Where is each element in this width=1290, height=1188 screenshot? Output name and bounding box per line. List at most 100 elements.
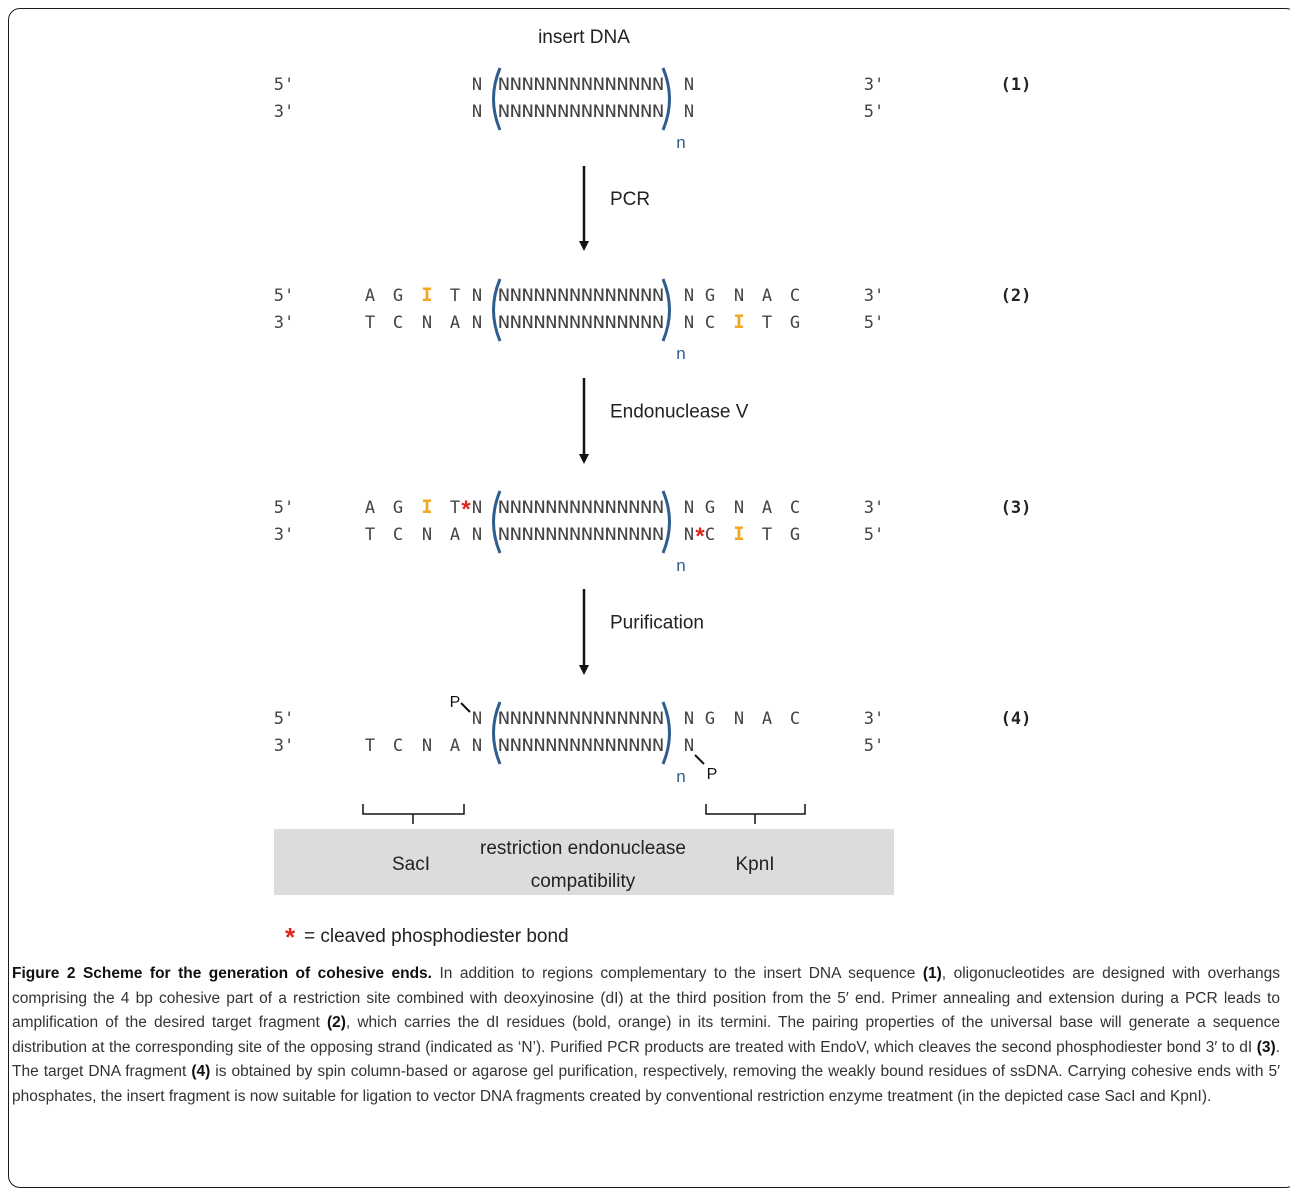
compatibility-box-bg (274, 829, 894, 895)
overhang-base: G (705, 709, 715, 729)
overhang-base: N (734, 498, 744, 518)
three-prime-top: 3' (864, 498, 884, 518)
overhang-base: G (393, 286, 403, 306)
left-bracket (492, 67, 502, 131)
flank-base: N (684, 525, 694, 545)
left-bracket (492, 701, 502, 765)
compatibility-line1: restriction endonuclease (480, 838, 686, 859)
phosphate-label: P (450, 694, 461, 711)
flank-base: N (472, 313, 482, 333)
caption-ref-1: (1) (922, 965, 942, 982)
caption-text-3: , which carries the dI residues (bold, o… (12, 1014, 1280, 1056)
overhang-base: C (393, 313, 403, 333)
flank-base: N (472, 525, 482, 545)
right-bracket (661, 67, 671, 131)
insert-core: NNNNNNNNNNNNNN (498, 102, 664, 122)
overhang-base: G (705, 498, 715, 518)
inosine-base: I (733, 311, 744, 333)
phosphate-bond (694, 754, 705, 765)
three-prime-bottom: 3' (274, 525, 294, 545)
step-arrow-2: Endonuclease V (579, 378, 749, 464)
caption-ref-4: (4) (191, 1063, 211, 1081)
five-prime-bottom: 5' (864, 102, 884, 122)
stage-2: 5'3'3'5'(2)A G I T N NNNNNNNNNNNNNN N G N A CT C N A N… (274, 278, 1031, 363)
repeat-subscript: n (676, 556, 685, 575)
insert-core: NNNNNNNNNNNNNN (498, 709, 664, 729)
five-prime-bottom: 5' (864, 736, 884, 756)
insert-core: NNNNNNNNNNNNNN (498, 525, 664, 545)
overhang-base: C (790, 498, 800, 518)
overhang-base: G (393, 498, 403, 518)
overhang-base: C (705, 313, 715, 333)
flank-base: N (472, 75, 482, 95)
five-prime-bottom: 5' (864, 313, 884, 333)
three-prime-bottom: 3' (274, 313, 294, 333)
overhang-base: N (422, 313, 432, 333)
flank-base: N (472, 709, 482, 729)
saci-label: SacI (392, 854, 430, 875)
insert-core: NNNNNNNNNNNNNN (498, 286, 664, 306)
five-prime-top: 5' (274, 498, 294, 518)
flank-base: N (684, 736, 694, 756)
flank-base: N (684, 498, 694, 518)
compatibility-box: SacI restriction endonuclease compatibil… (274, 829, 894, 895)
flank-base: N (684, 709, 694, 729)
phosphate-bond (460, 702, 471, 713)
kpni-label: KpnI (735, 854, 774, 875)
step-label: PCR (610, 189, 650, 210)
insert-core: NNNNNNNNNNNNNN (498, 498, 664, 518)
phosphate-label: P (707, 766, 718, 783)
overhang-base: C (790, 286, 800, 306)
overhang-base: N (422, 736, 432, 756)
overhang-base: T (365, 313, 375, 333)
stage-label: (1) (1001, 75, 1032, 95)
repeat-subscript: n (676, 133, 685, 152)
caption-ref-2: (2) (326, 1014, 346, 1032)
overhang-base: N (422, 525, 432, 545)
overhang-base: T (450, 498, 460, 518)
overhang-base: A (450, 313, 460, 333)
inosine-base: I (421, 496, 432, 518)
stage-label: (3) (1001, 498, 1032, 518)
inosine-base: I (421, 284, 432, 306)
saci-brace (362, 804, 465, 824)
overhang-base: C (393, 525, 403, 545)
right-bracket (661, 701, 671, 765)
three-prime-top: 3' (864, 709, 884, 729)
overhang-base: A (450, 525, 460, 545)
step-arrow-3: Purification (579, 589, 704, 675)
flank-base: N (472, 736, 482, 756)
stage-label: (4) (1001, 709, 1032, 729)
overhang-base: G (790, 313, 800, 333)
right-bracket (661, 490, 671, 554)
legend: * = cleaved phosphodiester bond (285, 922, 569, 952)
legend-asterisk: * (285, 922, 296, 952)
overhang-base: A (365, 286, 375, 306)
overhang-base: N (734, 709, 744, 729)
overhang-base: T (365, 736, 375, 756)
three-prime-top: 3' (864, 286, 884, 306)
repeat-subscript: n (676, 344, 685, 363)
stage-1: 5'3'3'5'(1)N NNNNNNNNNNNNNN NN NNNNNNNNNNNN… (274, 67, 1032, 152)
flank-base: N (684, 102, 694, 122)
right-bracket (661, 278, 671, 342)
three-prime-bottom: 3' (274, 102, 294, 122)
caption-text-1: In addition to regions complementary to … (431, 965, 923, 982)
overhang-base: C (790, 709, 800, 729)
flank-base: N (472, 286, 482, 306)
insert-dna-label: insert DNA (538, 27, 630, 48)
five-prime-top: 5' (274, 75, 294, 95)
five-prime-top: 5' (274, 709, 294, 729)
arrows-layer: PCR Endonuclease V Purification (579, 166, 749, 675)
left-bracket (492, 278, 502, 342)
stages-layer: 5'3'3'5'(1)N NNNNNNNNNNNNNN NN NNNNNNNNNNNN… (274, 67, 1032, 786)
legend-text: = cleaved phosphodiester bond (304, 926, 569, 947)
caption-text-5: is obtained by spin column-based or agar… (12, 1063, 1280, 1105)
overhang-base: C (393, 736, 403, 756)
cleavage-site-icon: * (695, 523, 705, 550)
compatibility-line2: compatibility (531, 871, 636, 892)
caption-text-4: . The target DNA fragment (12, 1038, 1280, 1081)
kpni-brace (705, 804, 806, 824)
caption-ref-3: (3) (1256, 1038, 1276, 1056)
flank-base: N (684, 286, 694, 306)
